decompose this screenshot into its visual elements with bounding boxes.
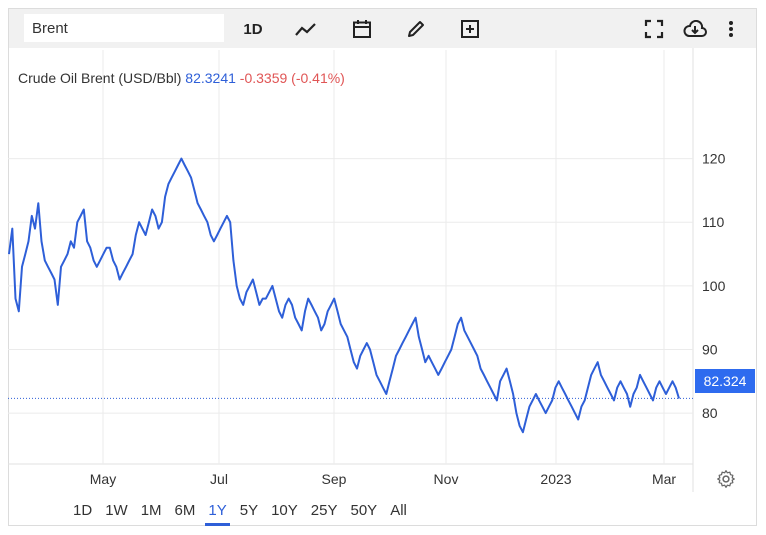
grid-lines xyxy=(8,48,694,492)
price-series xyxy=(8,157,693,434)
fullscreen-button[interactable] xyxy=(641,15,667,43)
x-tick-label: Nov xyxy=(434,471,459,487)
y-tick-label: 100 xyxy=(702,278,726,294)
date-range-button[interactable] xyxy=(347,15,377,43)
interval-button[interactable]: 1D xyxy=(237,15,269,43)
x-tick-label: Mar xyxy=(652,471,676,487)
interval-label: 1D xyxy=(243,20,263,38)
line-chart-icon xyxy=(295,23,316,36)
chart-type-button[interactable] xyxy=(291,15,321,43)
more-vert-icon xyxy=(729,21,733,37)
range-button-1m[interactable]: 1M xyxy=(140,502,162,519)
add-box-icon xyxy=(461,20,479,38)
axis-labels: 80 90 100 110 120 May Jul Sep Nov 2023 Mar xyxy=(90,151,726,487)
last-price-tag: 82.324 xyxy=(695,369,755,393)
range-button-1y[interactable]: 1Y xyxy=(205,498,231,526)
x-tick-label: 2023 xyxy=(540,471,571,487)
calendar-icon xyxy=(353,20,371,38)
add-indicator-button[interactable] xyxy=(455,15,485,43)
range-button-6m[interactable]: 6M xyxy=(174,502,196,519)
more-button[interactable] xyxy=(721,15,741,43)
range-button-25y[interactable]: 25Y xyxy=(310,502,338,519)
y-tick-label: 80 xyxy=(702,405,718,421)
fullscreen-icon xyxy=(644,19,664,39)
x-tick-label: Jul xyxy=(210,471,228,487)
y-tick-label: 90 xyxy=(702,341,718,357)
price-change: -0.3359 (-0.41%) xyxy=(239,70,345,86)
instrument-name: Crude Oil Brent (USD/Bbl) xyxy=(18,70,182,86)
range-button-all[interactable]: All xyxy=(390,502,407,519)
range-button-1d[interactable]: 1D xyxy=(73,502,93,519)
y-tick-label: 120 xyxy=(702,151,726,167)
x-tick-label: Sep xyxy=(322,471,347,487)
range-selector: 1D 1W 1M 6M 1Y 5Y 10Y 25Y 50Y All xyxy=(70,497,417,526)
last-value: 82.3241 xyxy=(185,70,236,86)
chart-toolbar: 1D xyxy=(8,8,757,48)
x-tick-label: May xyxy=(90,471,116,487)
symbol-input[interactable] xyxy=(24,14,224,42)
download-button[interactable] xyxy=(681,15,709,43)
cloud-download-icon xyxy=(683,20,707,37)
range-button-50y[interactable]: 50Y xyxy=(350,502,378,519)
y-tick-label: 110 xyxy=(702,214,725,230)
draw-button[interactable] xyxy=(401,15,431,43)
chart-header: Crude Oil Brent (USD/Bbl) 82.3241 -0.335… xyxy=(18,70,345,86)
price-line xyxy=(8,157,680,434)
range-button-5y[interactable]: 5Y xyxy=(239,502,259,519)
pencil-icon xyxy=(408,21,424,37)
settings-gear-icon[interactable] xyxy=(716,469,736,489)
range-button-1w[interactable]: 1W xyxy=(105,502,128,519)
chart-widget xyxy=(8,8,757,526)
range-button-10y[interactable]: 10Y xyxy=(271,502,298,519)
